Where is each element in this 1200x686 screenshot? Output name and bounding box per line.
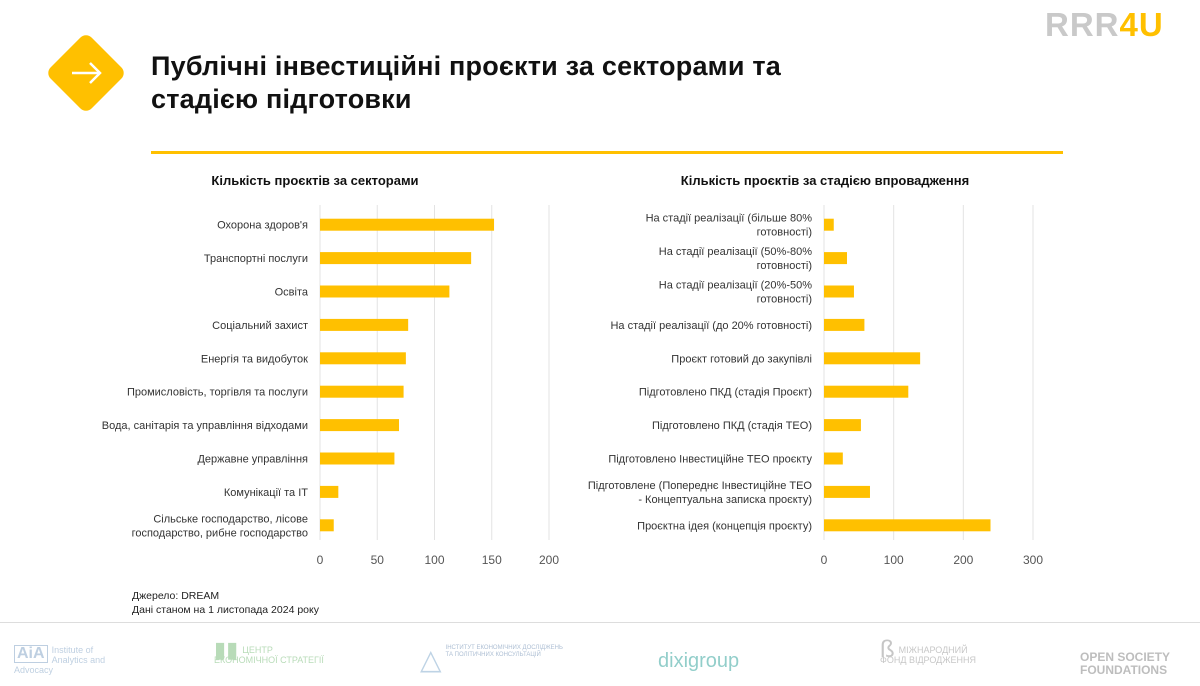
category-label: Комунікації та ІТ — [224, 487, 308, 499]
category-label: Промисловість, торгівля та послуги — [127, 387, 308, 399]
arrow-right-icon — [72, 62, 102, 84]
category-label: Вода, санітарія та управління відходами — [102, 420, 308, 432]
bar — [824, 419, 861, 432]
bar — [824, 285, 854, 298]
bar — [320, 318, 409, 331]
category-label: На стадії реалізації (до 20% готовності) — [610, 320, 812, 332]
sectors-bar-chart: Кількість проєктів за секторами 0 50 100 150… — [102, 173, 560, 567]
brand-logo-part1: RRR — [1045, 6, 1120, 43]
logo-irf: ß МІЖНАРОДНИЙ ФОНД ВІДРОДЖЕННЯ — [880, 636, 977, 666]
title-divider — [151, 151, 1063, 154]
category-label: Підготовлено ПКД (стадія Проєкт) — [639, 387, 812, 399]
x-tick-label: 0 — [821, 553, 828, 567]
category-label: На стадії реалізації (20%-50% готовності) — [659, 280, 812, 306]
category-label: На стадії реалізації (50%-80% готовності) — [659, 246, 812, 272]
category-label: Соціальний захист — [212, 320, 308, 332]
bar — [824, 218, 834, 231]
page-title: Публічні інвестиційні проєкти за сектора… — [151, 50, 781, 116]
chart-title: Кількість проєктів за стадією впроваджен… — [681, 173, 969, 188]
date-line: Дані станом на 1 листопада 2024 року — [132, 604, 319, 616]
bar — [824, 452, 843, 465]
bar — [320, 352, 406, 365]
x-tick-label: 200 — [953, 553, 973, 567]
bar — [824, 318, 865, 331]
logo-ces: ▮▮ ЦЕНТР ЕКОНОМІЧНОЇ СТРАТЕГІЇ — [214, 637, 324, 666]
category-label: Проєктна ідея (концепція проєкту) — [637, 520, 812, 532]
logo-osf: OPEN SOCIETY FOUNDATIONS — [1080, 650, 1170, 677]
category-label: Підготовлене (Попереднє Інвестиційне ТЕО… — [588, 480, 813, 506]
category-label: Енергія та видобуток — [201, 353, 308, 365]
bar — [320, 485, 339, 498]
x-tick-label: 200 — [539, 553, 559, 567]
bar — [320, 252, 472, 265]
x-tick-label: 0 — [317, 553, 324, 567]
x-tick-label: 50 — [371, 553, 385, 567]
category-label: Сільське господарство, лісове господарств… — [132, 513, 308, 539]
bar — [824, 252, 847, 265]
logo-dixigroup: dixigroup — [658, 650, 740, 672]
bar — [824, 519, 991, 532]
chart-title: Кількість проєктів за секторами — [211, 173, 418, 188]
category-label: На стадії реалізації (більше 80% готовнос… — [646, 213, 813, 239]
source-line: Джерело: DREAM — [132, 590, 220, 602]
category-label: Освіта — [275, 287, 309, 299]
x-tick-label: 150 — [482, 553, 502, 567]
bar — [320, 452, 395, 465]
category-label: Проєкт готовий до закупівлі — [671, 353, 812, 365]
x-tick-label: 100 — [424, 553, 444, 567]
footer-divider — [0, 622, 1200, 623]
title-line-2: стадією підготовки — [151, 84, 412, 114]
bar — [824, 485, 870, 498]
bar — [320, 285, 450, 298]
category-label: Охорона здоров'я — [217, 220, 308, 232]
x-tick-label: 300 — [1023, 553, 1043, 567]
bar — [320, 218, 495, 231]
bar — [320, 419, 400, 432]
brand-logo-part2: 4U — [1119, 6, 1164, 43]
category-label: Підготовлено ПКД (стадія ТЕО) — [652, 420, 812, 432]
stages-bar-chart: Кількість проєктів за стадією впроваджен… — [588, 173, 1043, 567]
bar — [320, 385, 404, 398]
category-label: Транспортні послуги — [204, 253, 308, 265]
bar — [824, 385, 909, 398]
bar — [320, 519, 334, 532]
logo-ier: △ ІНСТИТУТ ЕКОНОМІЧНИХ ДОСЛІДЖЕНЬ ТА ПОЛІ… — [420, 644, 563, 675]
logo-iaa: AiA Institute of Analytics and Advocacy — [14, 645, 106, 675]
category-label: Державне управління — [197, 454, 308, 466]
category-label: Підготовлено Інвестиційне ТЕО проєкту — [608, 454, 812, 466]
source-note: Джерело: DREAM Дані станом на 1 листопад… — [132, 589, 319, 617]
x-tick-label: 100 — [884, 553, 904, 567]
brand-logo: RRR4U — [1045, 6, 1164, 44]
title-line-1: Публічні інвестиційні проєкти за сектора… — [151, 51, 781, 81]
bar — [824, 352, 921, 365]
